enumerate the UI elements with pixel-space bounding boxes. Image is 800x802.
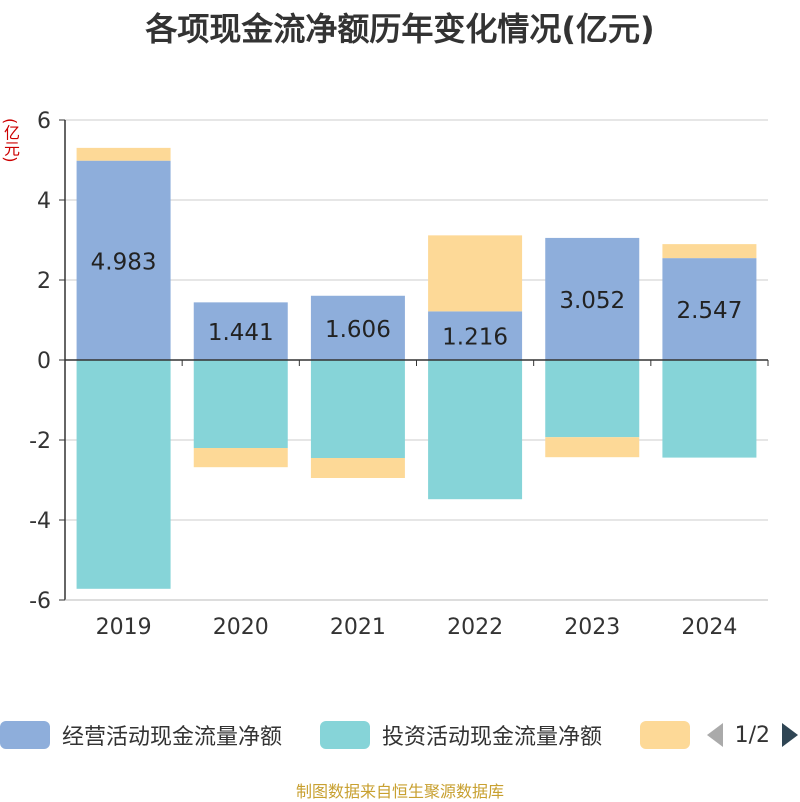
y-tick-label: -2 — [29, 429, 51, 454]
y-tick-label: 2 — [37, 269, 51, 294]
bar-segment — [428, 311, 523, 360]
y-tick-label: -4 — [29, 509, 51, 534]
legend-item-financing[interactable] — [640, 712, 702, 758]
chart-title: 各项现金流净额历年变化情况(亿元) — [145, 10, 655, 48]
legend-swatch-operating — [0, 721, 50, 749]
legend-label-operating: 经营活动现金流量净额 — [62, 725, 283, 750]
legend-label-investing: 投资活动现金流量净额 — [382, 725, 603, 750]
legend-item-investing[interactable]: 投资活动现金流量净额 — [320, 712, 602, 758]
bar-segment — [310, 360, 405, 458]
bars — [76, 147, 757, 589]
bar-chart: 6 4 2 0 -2 -4 -6 2019 2020 2021 2022 2023 2024 4.983… — [29, 109, 769, 640]
axes: 6 4 2 0 -2 -4 -6 2019 2020 2021 2022 2023 2024 — [29, 109, 769, 640]
bar-segment — [662, 244, 757, 259]
x-tick-label: 2021 — [330, 615, 386, 640]
x-tick-label: 2023 — [564, 615, 620, 640]
y-tick-label: 6 — [37, 109, 51, 134]
bar-segment — [193, 360, 288, 448]
bar-value-label: 1.441 — [208, 320, 274, 346]
x-tick-label: 2024 — [681, 615, 737, 640]
bar-segment — [662, 258, 757, 360]
bar-segment — [76, 360, 171, 589]
bar-segment — [76, 160, 171, 360]
bar-segment — [310, 458, 405, 478]
legend-swatch-financing — [640, 721, 690, 749]
bar-value-label: 1.216 — [442, 325, 508, 351]
bar-value-label: 2.547 — [676, 298, 742, 324]
legend-swatch-investing — [320, 721, 370, 749]
chevron-right-icon[interactable] — [780, 721, 800, 749]
bar-segment — [193, 302, 288, 360]
y-tick-label: 4 — [37, 189, 51, 214]
x-tick-label: 2020 — [213, 615, 269, 640]
bar-segment — [193, 448, 288, 468]
bar-segment — [428, 235, 523, 312]
bar-segment — [545, 437, 640, 458]
x-tick-label: 2022 — [447, 615, 503, 640]
bar-segment — [76, 147, 171, 161]
bar-value-label: 1.606 — [325, 317, 391, 343]
data-source-footer: 制图数据来自恒生聚源数据库 — [295, 782, 504, 801]
bar-segment — [428, 360, 523, 500]
legend-item-operating[interactable]: 经营活动现金流量净额 — [0, 712, 282, 758]
y-tick-label: 0 — [37, 349, 51, 374]
bar-segment — [662, 360, 757, 458]
legend-page-indicator: 1/2 — [734, 722, 770, 748]
x-tick-label: 2019 — [96, 615, 152, 640]
bar-value-label: 3.052 — [559, 288, 625, 314]
bar-segment — [545, 360, 640, 438]
chevron-left-icon[interactable] — [705, 721, 725, 749]
legend-pager: 1/2 — [705, 712, 800, 758]
y-tick-label: -6 — [29, 589, 51, 614]
y-axis-unit-label: (亿元) — [1, 118, 20, 163]
bar-value-label: 4.983 — [91, 249, 157, 275]
bar-segment — [545, 237, 640, 360]
legend: 经营活动现金流量净额 投资活动现金流量净额 — [0, 712, 800, 758]
bar-segment — [310, 295, 405, 360]
data-labels: 4.983 1.441 1.606 1.216 3.052 2.547 — [91, 249, 743, 350]
